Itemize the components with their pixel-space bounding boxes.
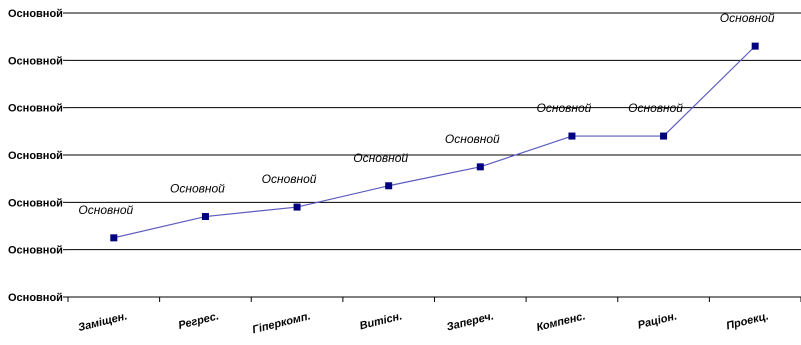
data-point-marker xyxy=(476,163,484,171)
data-label: Основной xyxy=(170,182,225,196)
data-label: Основной xyxy=(262,172,317,186)
data-label: Основной xyxy=(78,203,133,217)
x-tick-label: Регрес. xyxy=(177,310,220,332)
data-label: Основной xyxy=(353,151,408,165)
gridlines xyxy=(63,12,801,298)
data-point-marker xyxy=(751,42,759,50)
data-label: Основной xyxy=(445,132,500,146)
data-labels: Основной Основной Основной Основной Основной… xyxy=(78,11,775,217)
data-point-marker xyxy=(385,182,393,190)
data-point-marker xyxy=(293,203,301,211)
x-tick-label: Проекц. xyxy=(725,310,770,332)
y-tick-label: Основной xyxy=(8,103,63,115)
y-tick-label: Основной xyxy=(8,197,63,209)
y-axis-tick-labels: Основной Основной Основной Основной Основной… xyxy=(8,8,63,304)
y-tick-label: Основной xyxy=(8,292,63,304)
x-tick-label: Заміщен. xyxy=(77,310,129,334)
data-point-marker xyxy=(110,234,118,242)
y-tick-label: Основной xyxy=(8,8,63,20)
data-point-marker xyxy=(201,213,209,221)
x-tick-label: Компенс. xyxy=(535,310,586,334)
data-point-marker xyxy=(568,132,576,140)
x-tick-label: Витісн. xyxy=(358,310,403,332)
data-label: Основной xyxy=(720,11,775,25)
data-point-marker xyxy=(660,132,668,140)
x-tick-label: Гіперкомп. xyxy=(251,310,312,336)
y-tick-label: Основной xyxy=(8,55,63,67)
series-line xyxy=(113,45,756,239)
series-group xyxy=(110,42,759,242)
x-axis: Заміщен. Регрес. Гіперкомп. Витісн. Запереч.… xyxy=(67,296,801,336)
data-label: Основной xyxy=(537,101,592,115)
x-tick-label: Раціон. xyxy=(637,310,679,331)
data-label: Основной xyxy=(628,101,683,115)
y-tick-label: Основной xyxy=(8,245,63,257)
x-tick-label: Запереч. xyxy=(446,310,496,333)
y-tick-label: Основной xyxy=(8,150,63,162)
